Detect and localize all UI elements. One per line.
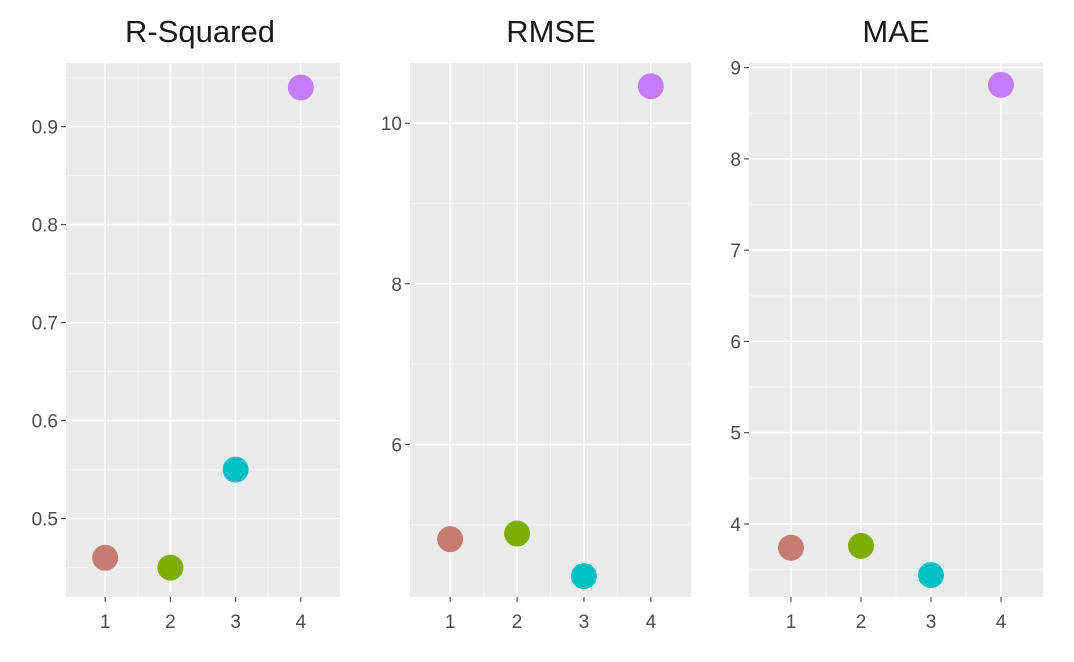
data-point <box>918 562 944 589</box>
x-tick-label: 1 <box>100 612 111 633</box>
y-tick-label: 6 <box>730 332 741 353</box>
data-point <box>504 520 531 547</box>
data-point <box>157 554 184 581</box>
y-tick-label: 0.6 <box>32 412 58 433</box>
data-point <box>778 534 804 561</box>
y-tick-label: 10 <box>381 114 402 135</box>
x-tick-label: 4 <box>296 612 307 633</box>
panel-3: 4 5 6 7 8 9 1 2 3 4 MAE <box>730 14 1043 633</box>
x-tick-label: 3 <box>579 612 590 633</box>
data-point <box>287 74 314 101</box>
data-point <box>988 71 1014 98</box>
y-tick-label: 4 <box>730 515 741 536</box>
panel-1: 0.5 0.6 0.7 0.8 0.9 1 2 3 4 R-Squared <box>32 14 340 633</box>
y-tick-label: 8 <box>730 150 741 171</box>
x-tick-label: 1 <box>786 612 797 633</box>
y-tick-label: 0.8 <box>32 216 58 237</box>
data-point <box>222 456 249 483</box>
x-tick-label: 3 <box>230 612 241 633</box>
x-tick-label: 3 <box>926 612 937 633</box>
y-tick-label: 7 <box>730 241 741 262</box>
chart-title: RMSE <box>506 14 596 49</box>
x-tick-label: 2 <box>856 612 867 633</box>
y-tick-label: 0.7 <box>32 314 58 335</box>
x-tick-label: 1 <box>445 612 456 633</box>
data-point <box>570 563 597 590</box>
x-tick-label: 2 <box>165 612 176 633</box>
y-tick-label: 0.5 <box>32 510 58 531</box>
chart-title: R-Squared <box>125 14 275 49</box>
y-tick-label: 6 <box>391 435 402 456</box>
data-point <box>637 73 664 100</box>
x-tick-label: 4 <box>996 612 1007 633</box>
y-tick-label: 0.9 <box>32 118 58 139</box>
x-tick-label: 4 <box>646 612 657 633</box>
y-tick-label: 5 <box>730 424 741 445</box>
data-point <box>437 526 464 553</box>
y-tick-label: 8 <box>391 275 402 296</box>
x-tick-label: 2 <box>512 612 523 633</box>
data-point <box>92 544 119 571</box>
data-point <box>848 532 874 559</box>
y-tick-label: 9 <box>730 59 741 80</box>
chart-title: MAE <box>862 14 929 49</box>
